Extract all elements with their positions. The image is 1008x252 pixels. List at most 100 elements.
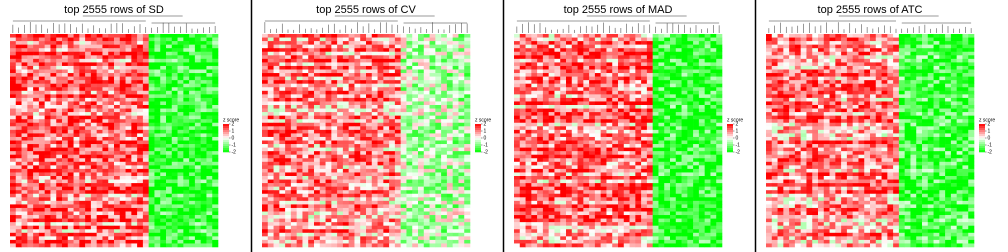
heatmap-cell bbox=[177, 58, 184, 63]
heatmap-cell bbox=[458, 136, 465, 141]
heatmap-cell bbox=[377, 197, 384, 202]
heatmap-cell bbox=[366, 83, 373, 88]
heatmap-cell bbox=[406, 83, 413, 88]
heatmap-cell bbox=[85, 97, 92, 102]
heatmap-cell bbox=[27, 108, 34, 113]
heatmap-cell bbox=[441, 129, 448, 134]
heatmap-cell bbox=[183, 176, 190, 180]
heatmap-cell bbox=[183, 215, 190, 219]
heatmap-cell bbox=[96, 44, 103, 49]
heatmap-cell bbox=[189, 222, 196, 226]
heatmap-cell bbox=[154, 80, 161, 84]
heatmap-cell bbox=[194, 119, 201, 124]
heatmap-cell bbox=[50, 34, 57, 38]
heatmap-cell bbox=[160, 140, 167, 145]
heatmap-cell bbox=[429, 222, 436, 226]
heatmap-cell bbox=[600, 37, 607, 42]
heatmap-cell bbox=[308, 236, 315, 241]
heatmap-cell bbox=[452, 161, 459, 166]
heatmap-cell bbox=[629, 80, 636, 84]
heatmap-cell bbox=[296, 232, 303, 237]
heatmap-cell bbox=[189, 179, 196, 184]
heatmap-cell bbox=[85, 207, 92, 212]
heatmap-cell bbox=[200, 62, 207, 67]
heatmap-cell bbox=[412, 172, 419, 177]
heatmap-cell bbox=[67, 176, 74, 180]
heatmap-cell bbox=[85, 190, 92, 195]
heatmap-cell bbox=[366, 133, 373, 138]
heatmap-cell bbox=[114, 225, 121, 230]
heatmap-cell bbox=[675, 62, 682, 67]
heatmap-cell bbox=[371, 197, 378, 202]
heatmap-cell bbox=[108, 58, 115, 63]
heatmap-cell bbox=[85, 87, 92, 92]
heatmap-cell bbox=[166, 62, 173, 67]
heatmap-cell bbox=[406, 172, 413, 177]
heatmap-cell bbox=[125, 69, 132, 74]
heatmap-cell bbox=[56, 218, 63, 223]
heatmap-cell bbox=[108, 97, 115, 102]
heatmap-cell bbox=[406, 168, 413, 173]
legend-swatch bbox=[223, 138, 229, 141]
heatmap-cell bbox=[308, 105, 315, 109]
heatmap-cell bbox=[594, 44, 601, 49]
heatmap-cell bbox=[348, 161, 355, 166]
heatmap-cell bbox=[394, 236, 401, 241]
heatmap-cell bbox=[166, 140, 173, 145]
heatmap-cell bbox=[308, 197, 315, 202]
heatmap-cell bbox=[296, 154, 303, 159]
heatmap-cell bbox=[142, 34, 149, 38]
heatmap-cell bbox=[308, 112, 315, 116]
heatmap-cell bbox=[10, 65, 17, 70]
heatmap-cell bbox=[377, 193, 384, 198]
heatmap-cell bbox=[166, 204, 173, 209]
heatmap-cell bbox=[154, 200, 161, 205]
heatmap-cell bbox=[119, 44, 126, 49]
heatmap-cell bbox=[189, 126, 196, 131]
heatmap-cell bbox=[206, 48, 213, 53]
heatmap-cell bbox=[464, 204, 471, 209]
legend-tick-label: -2 bbox=[232, 149, 237, 155]
heatmap-cell bbox=[710, 73, 717, 77]
heatmap-cell bbox=[406, 186, 413, 191]
heatmap-cell bbox=[194, 108, 201, 113]
heatmap-cell bbox=[698, 55, 705, 60]
heatmap-cell bbox=[262, 94, 269, 99]
heatmap-cell bbox=[119, 126, 126, 131]
heatmap-cell bbox=[377, 176, 384, 180]
heatmap-cell bbox=[360, 108, 367, 113]
legend-tick-label: -1 bbox=[484, 142, 489, 148]
heatmap-cell bbox=[38, 37, 45, 42]
heatmap-cell bbox=[458, 183, 465, 187]
heatmap-cell bbox=[418, 112, 425, 116]
heatmap-cell bbox=[537, 41, 544, 45]
heatmap-cell bbox=[33, 62, 40, 67]
heatmap-cell bbox=[458, 158, 465, 163]
heatmap-cell bbox=[177, 243, 184, 248]
heatmap-cell bbox=[285, 105, 292, 109]
heatmap-cell bbox=[108, 73, 115, 77]
heatmap-cell bbox=[423, 62, 430, 67]
heatmap-cell bbox=[73, 165, 80, 170]
heatmap-cell bbox=[200, 129, 207, 134]
heatmap-cell bbox=[67, 204, 74, 209]
heatmap-cell bbox=[342, 176, 349, 180]
heatmap-cell bbox=[119, 239, 126, 244]
heatmap-cell bbox=[716, 69, 723, 74]
heatmap-cell bbox=[189, 136, 196, 141]
heatmap-cell bbox=[273, 76, 280, 81]
heatmap-cell bbox=[366, 200, 373, 205]
heatmap-cell bbox=[62, 207, 69, 212]
heatmap-cell bbox=[137, 76, 144, 81]
heatmap-cell bbox=[308, 115, 315, 120]
heatmap-cell bbox=[296, 211, 303, 216]
heatmap-cell bbox=[319, 168, 326, 173]
heatmap-cell bbox=[542, 65, 549, 70]
heatmap-cell bbox=[435, 62, 442, 67]
heatmap-cell bbox=[423, 115, 430, 120]
heatmap-cell bbox=[200, 225, 207, 230]
heatmap-cell bbox=[62, 80, 69, 84]
heatmap-cell bbox=[435, 122, 442, 127]
heatmap-cell bbox=[108, 129, 115, 134]
heatmap-cell bbox=[50, 37, 57, 42]
